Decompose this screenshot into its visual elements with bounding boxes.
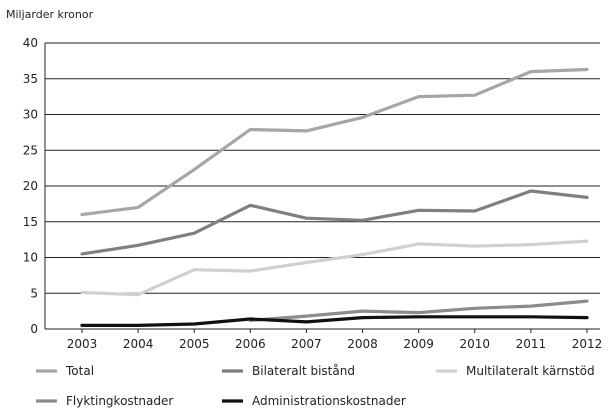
x-tick-label: 2005: [179, 337, 210, 351]
legend-label: Bilateralt bistånd: [252, 364, 355, 378]
series-line-flyktingkostnader: [248, 299, 589, 322]
legend: Total Bilateralt bistånd Multilateralt kär…: [36, 364, 595, 408]
legend-label: Total: [65, 364, 94, 378]
x-tick-label: 2011: [516, 337, 547, 351]
y-tick-label: 10: [23, 251, 38, 265]
y-tick-label: 0: [30, 322, 38, 336]
y-axis-title: Miljarder kronor: [6, 8, 94, 21]
y-tick-label: 40: [23, 36, 38, 50]
gridlines: [44, 42, 600, 333]
x-tick-label: 2003: [67, 337, 98, 351]
series-line-bilateralt-bist-nd: [80, 189, 589, 256]
x-tick-label: 2008: [347, 337, 378, 351]
x-tick-label: 2010: [460, 337, 491, 351]
x-tick-label: 2007: [291, 337, 322, 351]
legend-label: Flyktingkostnader: [66, 394, 173, 408]
legend-label: Administrationskostnader: [252, 394, 406, 408]
y-tick-label: 35: [23, 72, 38, 86]
series-line-multilateralt-k-rnst-d: [80, 239, 589, 297]
legend-label: Multilateralt kärnstöd: [466, 364, 595, 378]
y-tick-label: 30: [23, 108, 38, 122]
x-tick-label: 2004: [123, 337, 154, 351]
series-lines: [80, 67, 589, 327]
y-tick-label: 5: [30, 286, 38, 300]
y-tick-labels: 0 5 10 15 20 25 30 35 40: [23, 36, 38, 336]
series-line-total: [80, 67, 589, 217]
y-tick-label: 25: [23, 143, 38, 157]
x-tick-label: 2006: [235, 337, 266, 351]
series-line-administrationskostnader: [80, 315, 589, 327]
x-tick-labels: 2003 2004 2005 2006 2007 2008 2009 2010 2011 2012: [67, 337, 603, 351]
y-tick-label: 15: [23, 215, 38, 229]
y-tick-label: 20: [23, 179, 38, 193]
x-tick-label: 2009: [403, 337, 434, 351]
x-tick-label: 2012: [572, 337, 603, 351]
